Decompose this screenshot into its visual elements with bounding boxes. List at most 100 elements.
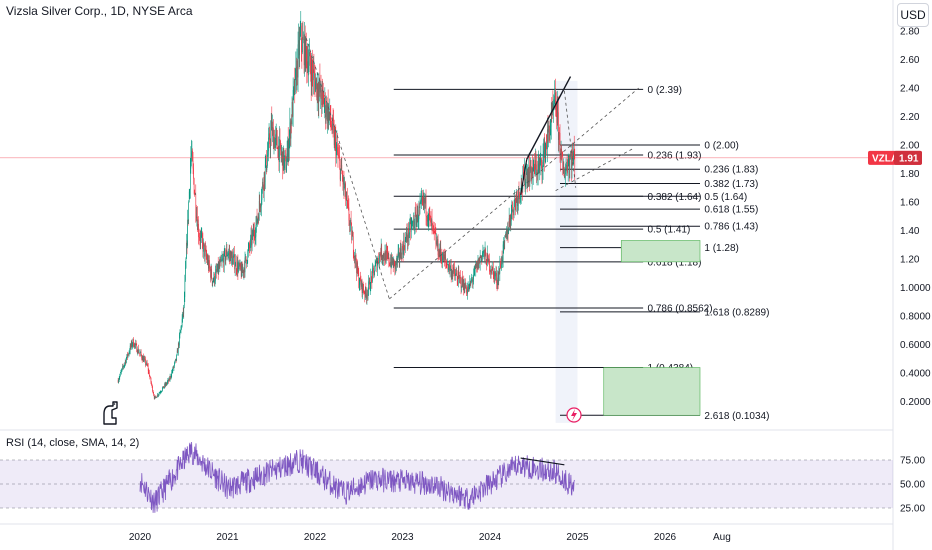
candle	[309, 52, 310, 57]
candle	[135, 343, 136, 345]
candle	[400, 248, 401, 258]
candle	[434, 230, 436, 233]
candle	[159, 392, 161, 394]
candle	[547, 129, 548, 149]
candle	[421, 198, 422, 199]
candle	[412, 221, 414, 223]
currency-button[interactable]: USD	[897, 3, 929, 27]
candle	[171, 371, 173, 372]
candle	[209, 267, 211, 270]
candle	[540, 161, 541, 164]
candle	[208, 260, 210, 269]
candle	[121, 368, 123, 371]
candle	[448, 262, 450, 268]
candle	[132, 343, 133, 346]
candle	[419, 206, 420, 209]
candle	[433, 225, 434, 227]
candle	[393, 260, 395, 262]
candle	[500, 263, 501, 267]
candle	[488, 259, 490, 262]
candle	[406, 233, 407, 239]
candle	[121, 370, 122, 372]
candle	[529, 165, 530, 183]
fib-label: 0.382 (1.64)	[648, 192, 702, 203]
candle	[427, 220, 429, 222]
candle	[223, 250, 225, 267]
candle	[269, 144, 271, 147]
candle	[128, 354, 129, 355]
fib-label: 1 (1.28)	[704, 243, 738, 254]
candle	[377, 263, 378, 271]
candle	[279, 139, 281, 141]
candle	[297, 60, 298, 78]
candle	[242, 270, 244, 273]
candle	[340, 164, 342, 169]
candle	[182, 312, 184, 314]
candle	[524, 167, 526, 187]
candle	[145, 359, 146, 365]
candle	[176, 354, 177, 361]
candle	[352, 235, 354, 237]
candle	[372, 269, 373, 282]
candle	[485, 255, 487, 265]
candle	[216, 269, 217, 272]
candle	[136, 344, 138, 352]
candle	[225, 256, 227, 261]
candle	[545, 144, 547, 150]
candle	[290, 122, 291, 139]
candle	[555, 105, 557, 112]
candle	[299, 32, 301, 37]
candle	[204, 244, 205, 257]
candle	[377, 258, 379, 264]
candle	[562, 156, 564, 170]
candle	[258, 201, 260, 221]
candle	[303, 39, 305, 66]
candle	[414, 212, 416, 228]
candle	[401, 246, 403, 260]
candle	[237, 262, 239, 273]
candle	[483, 250, 485, 252]
candle	[127, 354, 128, 357]
candle	[221, 259, 223, 261]
candle	[373, 270, 375, 276]
candle	[550, 126, 552, 130]
candle	[523, 171, 524, 174]
candle	[232, 255, 233, 265]
candle	[447, 264, 449, 270]
candle	[495, 275, 496, 277]
candle	[538, 162, 540, 168]
candle	[493, 271, 495, 280]
candle	[272, 127, 273, 137]
fib-label: 0.5 (1.64)	[704, 192, 747, 203]
candle	[119, 375, 121, 379]
candle	[298, 40, 299, 45]
candle	[403, 240, 404, 255]
candle	[492, 266, 494, 269]
candle	[415, 212, 417, 226]
candle	[143, 358, 145, 362]
candle	[485, 249, 486, 256]
candle	[435, 232, 436, 234]
price-tick-label: 0.6000	[900, 340, 931, 351]
candle	[503, 241, 504, 245]
candle	[559, 132, 560, 133]
candle	[188, 191, 190, 202]
candle	[260, 206, 262, 208]
candle	[313, 69, 315, 72]
candle	[398, 250, 399, 252]
candle	[236, 270, 238, 272]
candle	[554, 95, 555, 105]
candle	[340, 168, 342, 180]
candle	[238, 263, 240, 267]
candle	[263, 187, 264, 191]
candle	[130, 345, 132, 347]
event-lightning-icon[interactable]	[566, 407, 582, 423]
candle	[266, 165, 268, 171]
candle	[327, 104, 328, 122]
candle	[148, 371, 150, 377]
candle	[288, 147, 290, 158]
candle	[389, 263, 391, 266]
candle	[479, 256, 481, 263]
candle	[163, 386, 165, 389]
